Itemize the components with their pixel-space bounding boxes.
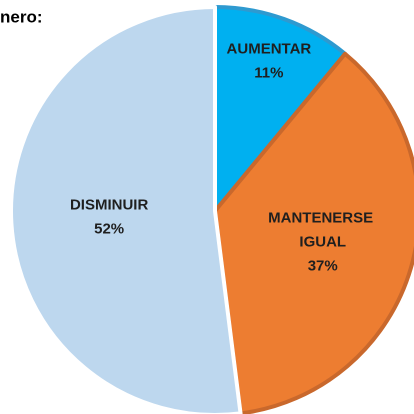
value-label: 52%: [94, 221, 124, 238]
pie-slice: [213, 51, 414, 414]
pie-slice: [213, 5, 348, 213]
slice-label: DISMINUIR: [70, 197, 149, 214]
pie: [8, 5, 414, 414]
chart-title: nero:: [0, 7, 43, 26]
value-label: 37%: [308, 257, 338, 274]
pie-slice: [8, 5, 243, 414]
value-label: 11%: [254, 64, 283, 81]
slice-label: AUMENTAR: [227, 40, 312, 57]
slice-label: MANTENERSE IGUAL: [268, 209, 377, 250]
